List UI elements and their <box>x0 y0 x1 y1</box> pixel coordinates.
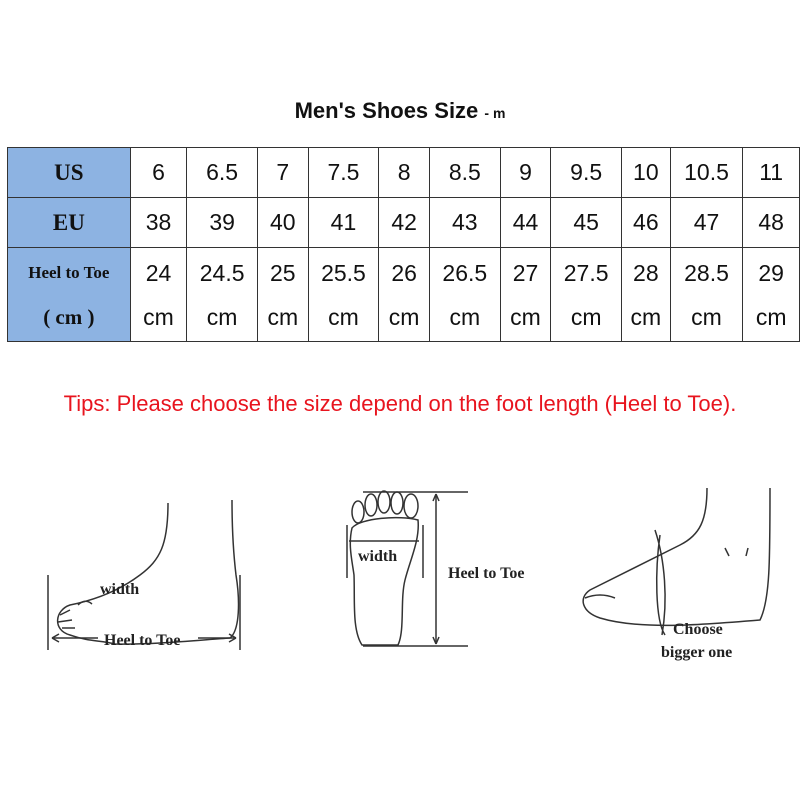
eu-cell: 43 <box>429 197 501 248</box>
us-header: US <box>7 147 131 198</box>
eu-cell: 39 <box>186 197 258 248</box>
eu-cell: 44 <box>499 197 552 248</box>
length-cell: 25 cm <box>256 247 309 342</box>
length-value: 29 <box>758 259 784 286</box>
eu-cell: 42 <box>378 197 430 248</box>
length-cell: 29 cm <box>742 247 800 342</box>
length-cell: 27.5 cm <box>550 247 622 342</box>
eu-header: EU <box>7 197 131 248</box>
tips-text: Tips: Please choose the size depend on t… <box>63 391 737 416</box>
length-unit: cm <box>206 303 238 330</box>
length-cell: 28.5 cm <box>669 247 744 342</box>
side-foot-icon: width Heel to Toe <box>47 499 241 650</box>
eu-cell: 47 <box>669 197 744 248</box>
us-cell: 9.5 <box>550 147 622 198</box>
eu-cell: 40 <box>256 197 309 248</box>
sole-width-label: width <box>358 548 397 565</box>
side-width-label: width <box>100 581 139 598</box>
eu-cell: 46 <box>620 197 671 248</box>
length-row: Heel to Toe ( cm ) 24 cm 24.5 cm 25 cm 25.5 cm 26 c… <box>7 247 800 342</box>
length-value: 27.5 <box>563 259 609 286</box>
length-cell: 24 cm <box>129 247 188 342</box>
length-unit: cm <box>267 303 299 330</box>
us-cell: 9 <box>499 147 552 198</box>
length-cell: 24.5 cm <box>186 247 258 342</box>
length-unit: cm <box>755 303 787 330</box>
length-value: 27 <box>512 259 539 286</box>
eu-cell: 41 <box>307 197 380 248</box>
us-cell: 11 <box>742 147 800 198</box>
eu-cell: 45 <box>550 197 622 248</box>
length-cell: 25.5 cm <box>307 247 380 342</box>
length-header-line1: Heel to Toe <box>28 262 110 282</box>
sole-icon: width Heel to Toe <box>346 490 524 647</box>
sole-length-label: Heel to Toe <box>448 565 524 582</box>
length-cell: 26.5 cm <box>429 247 501 342</box>
length-header: Heel to Toe ( cm ) <box>7 247 131 342</box>
length-value: 25 <box>270 259 296 286</box>
us-cell: 8.5 <box>429 147 501 198</box>
measurement-diagrams: width Heel to Toe width Heel to Toe Choo… <box>47 487 771 661</box>
length-unit: cm <box>388 303 420 330</box>
eu-cell: 38 <box>129 197 188 248</box>
length-value: 24 <box>145 259 172 286</box>
length-value: 25.5 <box>321 259 366 286</box>
length-unit: cm <box>449 303 481 330</box>
us-cell: 10 <box>620 147 671 198</box>
length-value: 26 <box>391 259 417 286</box>
us-cell: 7 <box>256 147 309 198</box>
title-unit: - m <box>484 105 506 121</box>
length-unit: cm <box>510 303 541 330</box>
fit-foot-icon: Choose bigger one <box>582 487 771 661</box>
length-cell: 27 cm <box>499 247 552 342</box>
size-table: US 6 6.5 7 7.5 8 8.5 9 9.5 10 10.5 11 EU 38 39 40 41 42 4… <box>7 147 800 342</box>
us-row: US 6 6.5 7 7.5 8 8.5 9 9.5 10 10.5 11 <box>7 147 800 198</box>
length-value: 26.5 <box>442 259 488 286</box>
length-value: 28.5 <box>684 259 729 286</box>
length-unit: cm <box>570 303 602 330</box>
length-value: 28 <box>633 259 659 286</box>
length-value: 24.5 <box>199 259 245 286</box>
chart-title: Men's Shoes Size - m <box>0 98 800 124</box>
side-length-label: Heel to Toe <box>104 632 180 649</box>
us-cell: 10.5 <box>669 147 744 198</box>
eu-cell: 48 <box>742 197 800 248</box>
title-text: Men's Shoes Size <box>294 98 479 123</box>
length-cell: 28 cm <box>620 247 671 342</box>
us-cell: 7.5 <box>307 147 380 198</box>
us-cell: 6 <box>129 147 188 198</box>
length-unit: cm <box>691 303 722 330</box>
length-cell: 26 cm <box>378 247 430 342</box>
eu-row: EU 38 39 40 41 42 43 44 45 46 47 48 <box>7 197 800 248</box>
fit-label-line2: bigger one <box>661 644 732 661</box>
us-cell: 6.5 <box>186 147 258 198</box>
fit-label-line1: Choose <box>673 621 723 638</box>
length-unit: cm <box>328 303 359 330</box>
us-cell: 8 <box>378 147 430 198</box>
length-unit: cm <box>630 303 662 330</box>
length-unit: cm <box>143 303 174 330</box>
length-header-line2: ( cm ) <box>43 304 95 329</box>
